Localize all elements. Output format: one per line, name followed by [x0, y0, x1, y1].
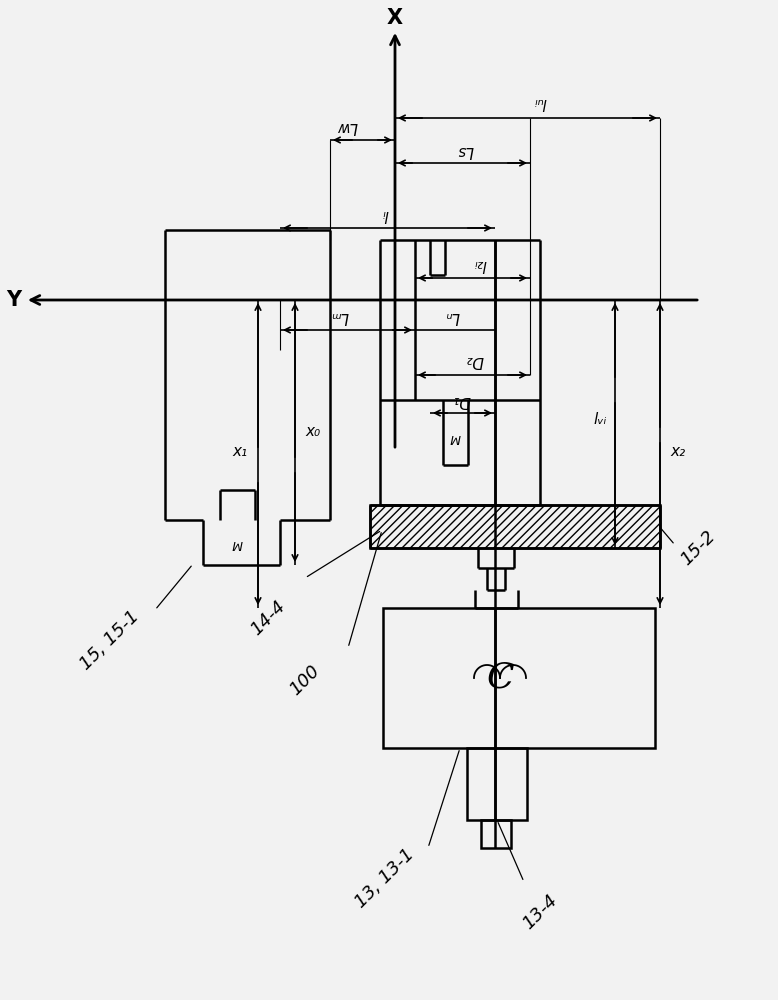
Text: lᵤᵢ: lᵤᵢ [534, 96, 547, 110]
Text: x₂: x₂ [670, 444, 685, 460]
Text: X: X [387, 8, 403, 28]
Bar [383, 608, 655, 748]
Text: 15-2: 15-2 [677, 527, 719, 569]
Text: x₁: x₁ [233, 444, 248, 460]
Text: Lₘ: Lₘ [331, 310, 349, 324]
Text: lᵥᵢ: lᵥᵢ [594, 412, 607, 428]
Text: C: C [486, 661, 513, 695]
Text: Lₙ: Lₙ [445, 310, 459, 324]
Bar [370, 505, 660, 548]
Text: M: M [232, 536, 243, 550]
Text: Lw: Lw [337, 119, 358, 134]
Text: 15, 15-1: 15, 15-1 [77, 607, 143, 673]
Text: 100: 100 [286, 661, 324, 699]
Text: D₂: D₂ [466, 354, 484, 368]
Text: x₀: x₀ [305, 424, 320, 440]
Text: D₁: D₁ [453, 392, 471, 408]
Bar [467, 748, 527, 820]
Text: lᵢ: lᵢ [381, 208, 388, 223]
Text: Ls: Ls [457, 142, 473, 157]
Text: M: M [450, 432, 461, 444]
Text: 14-4: 14-4 [247, 597, 289, 639]
Text: 13, 13-1: 13, 13-1 [352, 845, 418, 911]
Text: Y: Y [6, 290, 22, 310]
Text: l₂ᵢ: l₂ᵢ [474, 256, 486, 271]
Text: 13-4: 13-4 [519, 891, 561, 933]
Bar [481, 820, 511, 848]
